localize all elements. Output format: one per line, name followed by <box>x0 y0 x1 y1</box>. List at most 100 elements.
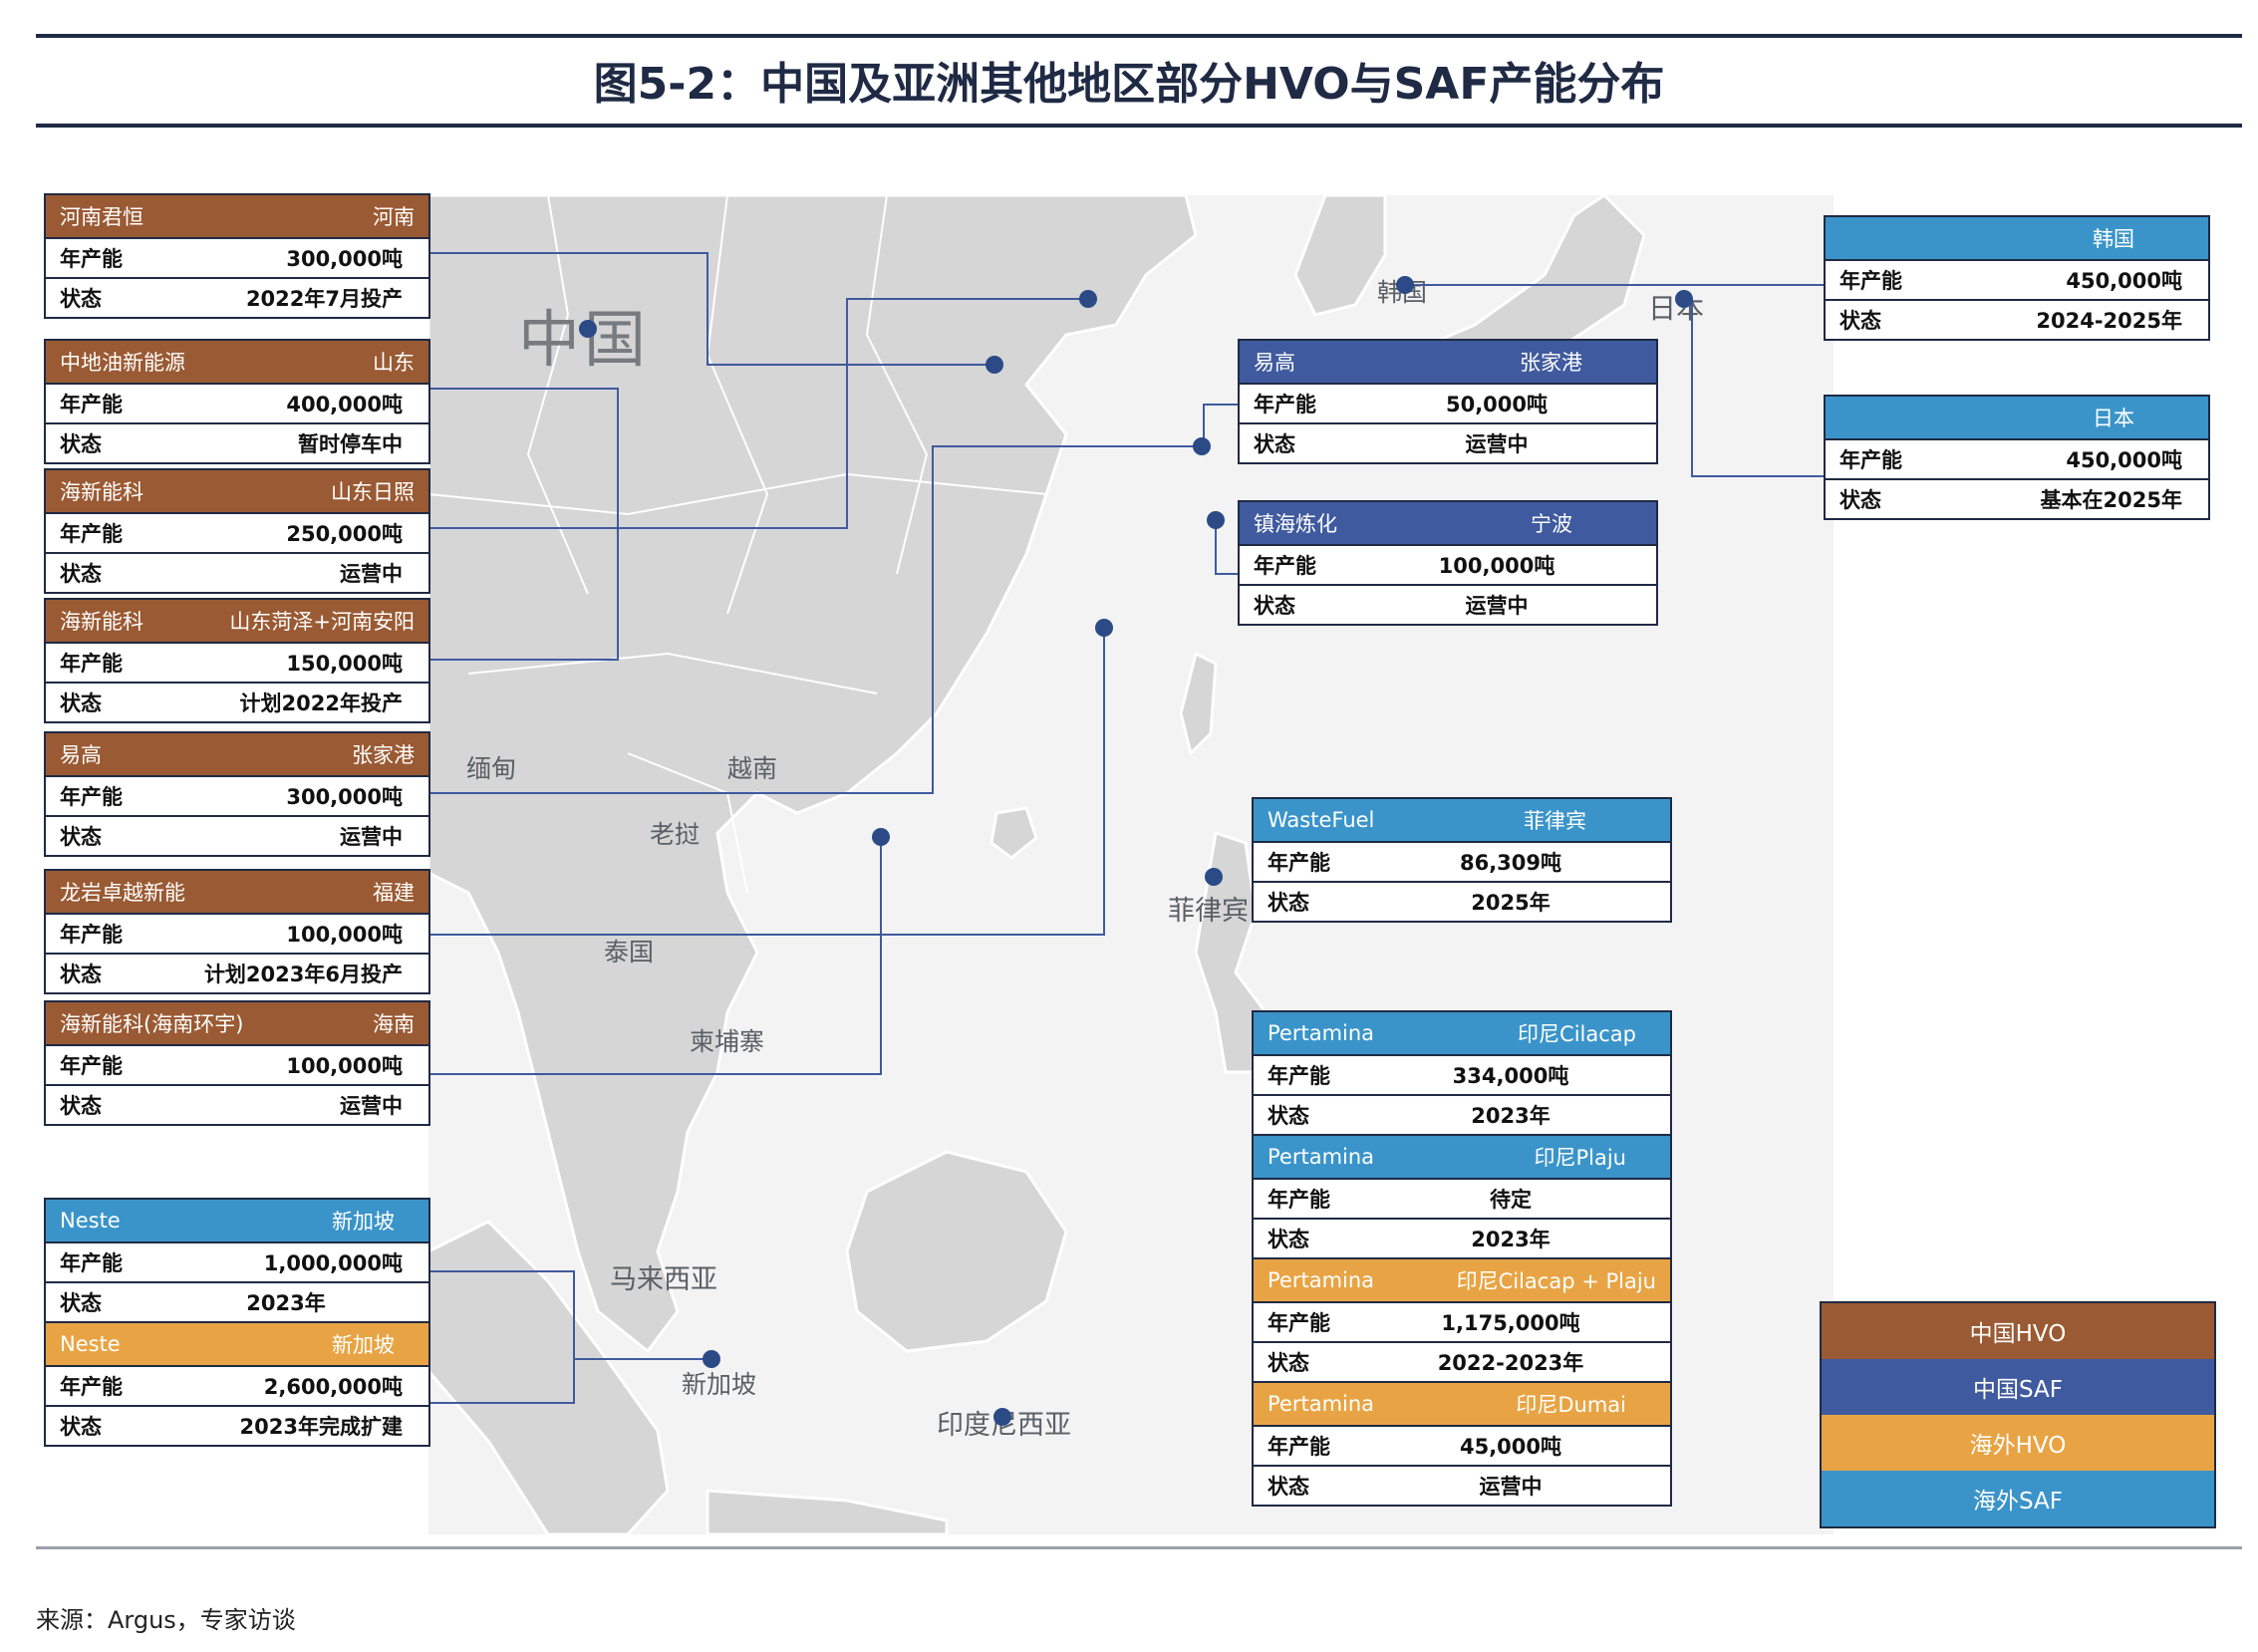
card-location: 山东菏泽+河南安阳 <box>229 610 415 634</box>
status-label: 状态 <box>1254 432 1295 456</box>
status-label: 状态 <box>60 562 102 586</box>
capacity-value: 300,000吨 <box>286 785 403 809</box>
location-dot-zhangjiagang <box>1193 437 1211 455</box>
status-label: 状态 <box>60 963 102 986</box>
location-dot-ningbo <box>1207 511 1225 529</box>
capacity-value: 334,000吨 <box>1452 1064 1569 1088</box>
status-value: 计划2023年6月投产 <box>203 963 403 986</box>
card-henan-junheng: 河南君恒 河南 年产能 300,000吨 状态 2022年7月投产 <box>44 193 430 319</box>
card-company: 易高 <box>60 743 102 767</box>
capacity-value: 150,000吨 <box>286 652 403 676</box>
map-label-myanmar: 缅甸 <box>466 754 517 783</box>
source-note: 来源：Argus，专家访谈 <box>36 1606 296 1634</box>
capacity-label: 年产能 <box>1839 448 1902 472</box>
status-label: 状态 <box>1268 1104 1309 1128</box>
capacity-value: 2,600,000吨 <box>263 1375 403 1399</box>
map-label-thailand: 泰国 <box>604 938 655 966</box>
status-label: 状态 <box>1254 594 1295 618</box>
status-value: 2025年 <box>1471 891 1551 915</box>
capacity-label: 年产能 <box>60 522 123 546</box>
capacity-value: 250,000吨 <box>286 522 403 546</box>
card-yigao-hvo: 易高 张家港 年产能 300,000吨 状态 运营中 <box>44 731 430 857</box>
card-company: Pertamina <box>1268 1145 1375 1169</box>
card-haixin-heze-anyang: 海新能科 山东菏泽+河南安阳 年产能 150,000吨 状态 计划2022年投产 <box>44 598 430 723</box>
capacity-label: 年产能 <box>60 247 123 271</box>
legend-item-overseas-saf: 海外SAF <box>1822 1471 2214 1526</box>
card-location: 日本 <box>2093 407 2134 430</box>
status-value: 运营中 <box>1465 594 1529 618</box>
capacity-label: 年产能 <box>1268 1064 1330 1088</box>
status-value: 运营中 <box>1479 1475 1543 1499</box>
title-rule <box>36 124 2242 128</box>
card-company: 易高 <box>1254 351 1295 375</box>
capacity-value: 450,000吨 <box>2066 269 2182 293</box>
card-company: 龙岩卓越新能 <box>60 881 185 905</box>
location-dot-singapore <box>703 1350 720 1368</box>
status-value: 运营中 <box>340 562 403 586</box>
card-company: WasteFuel <box>1268 808 1375 832</box>
card-location: 福建 <box>373 881 415 905</box>
capacity-value: 86,309吨 <box>1459 851 1562 875</box>
map-label-philippines: 菲律宾 <box>1168 896 1249 927</box>
capacity-label: 年产能 <box>60 652 123 676</box>
location-dot-korea <box>1396 276 1414 294</box>
status-value: 计划2022年投产 <box>239 691 403 715</box>
status-value: 运营中 <box>1465 432 1529 456</box>
capacity-value: 300,000吨 <box>286 247 403 271</box>
card-neste-hvo: Neste 新加坡 年产能 2,600,000吨 状态 2023年完成扩建 <box>46 1321 428 1445</box>
map-label-cambodia: 柬埔寨 <box>690 1027 765 1056</box>
location-dot-hainan <box>872 828 890 846</box>
status-value: 2024-2025年 <box>2036 309 2182 333</box>
capacity-label: 年产能 <box>60 1251 123 1275</box>
card-company: Neste <box>60 1209 121 1233</box>
status-value: 2023年 <box>246 1291 326 1315</box>
legend-item-china-saf: 中国SAF <box>1822 1359 2214 1415</box>
status-value: 2023年完成扩建 <box>239 1415 403 1439</box>
capacity-label: 年产能 <box>60 393 123 416</box>
status-label: 状态 <box>60 432 102 456</box>
status-value: 2023年 <box>1471 1104 1551 1128</box>
location-dot-japan <box>1675 290 1693 308</box>
legend-item-china-hvo: 中国HVO <box>1822 1303 2214 1359</box>
card-pertamina-cilacap-plaju: Pertamina 印尼Cilacap + Plaju 年产能 1,175,000吨… <box>1254 1257 1670 1381</box>
bottom-rule <box>36 1546 2242 1549</box>
card-pertamina-dumai: Pertamina 印尼Dumai 年产能 45,000吨 状态 运营中 <box>1254 1381 1670 1505</box>
card-longyan: 龙岩卓越新能 福建 年产能 100,000吨 状态 计划2023年6月投产 <box>44 869 430 994</box>
status-value: 基本在2025年 <box>2040 488 2182 512</box>
card-japan: 日本 年产能 450,000吨 状态 基本在2025年 <box>1824 395 2210 520</box>
card-location: 新加坡 <box>332 1210 395 1234</box>
card-korea: 韩国 年产能 450,000吨 状态 2024-2025年 <box>1824 215 2210 341</box>
java-landmass <box>706 1489 949 1534</box>
location-dot-rizhao <box>1079 290 1097 308</box>
card-location: 印尼Plaju <box>1534 1146 1626 1170</box>
card-stack-singapore: Neste 新加坡 年产能 1,000,000吨 状态 2023年 Neste 新加坡 … <box>44 1198 430 1447</box>
legend-item-overseas-hvo: 海外HVO <box>1822 1415 2214 1471</box>
status-label: 状态 <box>60 691 102 715</box>
capacity-value: 100,000吨 <box>286 1054 403 1078</box>
figure-title: 图5-2：中国及亚洲其他地区部分HVO与SAF产能分布 <box>593 59 1665 110</box>
capacity-label: 年产能 <box>1268 1188 1330 1212</box>
card-pertamina-cilacap: Pertamina 印尼Cilacap 年产能 334,000吨 状态 2023年 <box>1254 1012 1670 1134</box>
card-location: 山东 <box>373 351 415 375</box>
borneo-landmass <box>845 1150 1068 1353</box>
status-value: 2022年7月投产 <box>245 287 403 311</box>
top-rule <box>36 34 2242 38</box>
card-haixin-rizhao: 海新能科 山东日照 年产能 250,000吨 状态 运营中 <box>44 468 430 594</box>
legend: 中国HVO 中国SAF 海外HVO 海外SAF <box>1820 1301 2216 1528</box>
status-label: 状态 <box>1268 1351 1309 1375</box>
status-value: 运营中 <box>340 825 403 849</box>
card-company: Pertamina <box>1268 1268 1375 1292</box>
card-location: 宁波 <box>1531 512 1572 536</box>
location-dot-fujian <box>1095 619 1113 637</box>
capacity-label: 年产能 <box>60 1375 123 1399</box>
card-location: 印尼Cilacap <box>1518 1022 1636 1046</box>
map-label-singapore: 新加坡 <box>682 1370 757 1399</box>
location-dot-indonesia <box>993 1408 1011 1426</box>
status-value: 2022-2023年 <box>1437 1351 1584 1375</box>
capacity-value: 400,000吨 <box>286 393 403 416</box>
capacity-label: 年产能 <box>1268 851 1330 875</box>
status-label: 状态 <box>1839 309 1881 333</box>
capacity-value: 100,000吨 <box>1438 554 1555 578</box>
capacity-value: 450,000吨 <box>2066 448 2182 472</box>
card-location: 印尼Dumai <box>1516 1393 1626 1417</box>
